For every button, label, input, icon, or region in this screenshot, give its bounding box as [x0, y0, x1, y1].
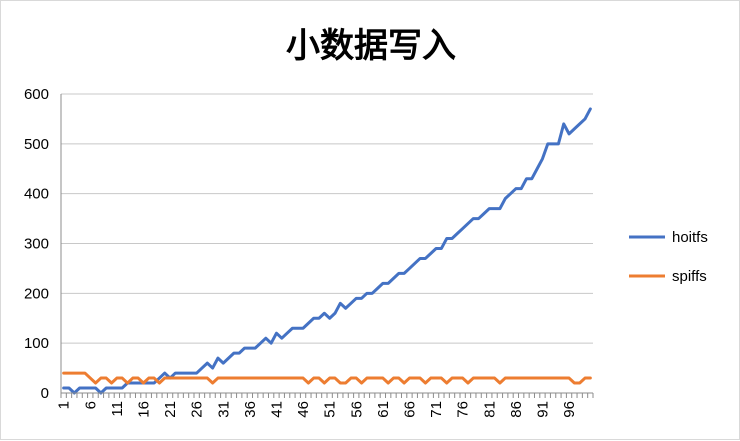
- y-tick-label: 600: [24, 86, 49, 103]
- x-tick-label: 81: [481, 401, 498, 418]
- x-tick-label: 11: [109, 401, 126, 417]
- x-tick-label: 91: [534, 401, 551, 418]
- x-tick-label: 41: [268, 401, 285, 418]
- x-tick-label: 46: [295, 401, 312, 418]
- gridlines: [61, 93, 593, 344]
- y-tick-label: 300: [24, 236, 49, 253]
- x-tick-label: 1: [56, 401, 73, 409]
- y-tick-label: 500: [24, 136, 49, 153]
- y-tick-label: 400: [24, 186, 49, 203]
- legend: hoitfs spiffs: [629, 229, 708, 285]
- x-tick-label: 51: [322, 401, 339, 418]
- y-tick-label: 0: [41, 385, 49, 402]
- x-tick-label: 76: [455, 401, 472, 418]
- series-lines: [62, 107, 592, 395]
- x-tick-label: 71: [428, 401, 445, 418]
- series-line-hoitfs: [62, 107, 592, 395]
- chart-title: 小数据写入: [286, 26, 456, 66]
- x-tick-label: 16: [135, 401, 152, 418]
- y-tick-label: 100: [24, 335, 49, 352]
- legend-label-hoitfs: hoitfs: [672, 229, 708, 246]
- x-tick-label: 86: [508, 401, 525, 418]
- x-tick-label: 31: [215, 401, 232, 418]
- x-tick-label: 6: [82, 401, 99, 409]
- x-tick-label: 61: [375, 401, 392, 418]
- x-tick-label: 36: [242, 401, 259, 418]
- y-tick-label: 200: [24, 285, 49, 302]
- x-tick-label: 56: [348, 401, 365, 418]
- series-line-spiffs: [62, 371, 592, 385]
- x-tick-label: 21: [162, 401, 179, 418]
- x-tick-label: 26: [189, 401, 206, 418]
- legend-label-spiffs: spiffs: [672, 268, 707, 285]
- x-tick-label: 66: [401, 401, 418, 418]
- x-tick-label: 96: [561, 401, 578, 418]
